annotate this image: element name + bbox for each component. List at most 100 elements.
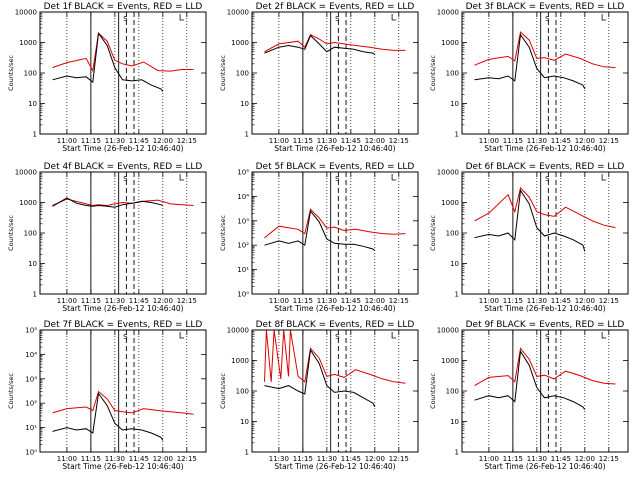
y-tick-label: 1	[245, 131, 249, 139]
x-tick-label: 11:15	[81, 455, 101, 463]
x-tick-label: 11:15	[293, 137, 313, 145]
x-tick-label: 11:45	[341, 455, 361, 463]
y-tick-label: 1000	[441, 199, 459, 207]
series-lld-line	[52, 32, 194, 73]
panel-det-4: Det 4f BLACK = Events, RED = LLD 1 10 100 10…	[7, 162, 207, 313]
panel-title: Det 1f BLACK = Events, RED = LLD	[44, 2, 203, 12]
state-marker: S	[335, 15, 340, 23]
y-axis-label: Counts/sec	[7, 373, 15, 409]
y-tick-label: 10	[240, 100, 249, 108]
state-marker: S	[123, 15, 128, 23]
y-tick-label: 1000	[441, 357, 459, 365]
x-tick-label: 11:15	[293, 297, 313, 305]
y-tick-label: 1000	[231, 357, 249, 365]
x-tick-label: 11:45	[129, 137, 149, 145]
x-tick-label: 11:15	[503, 455, 523, 463]
series-events-line	[474, 33, 586, 90]
x-tick-label: 12:00	[365, 455, 385, 463]
x-tick-label: 11:00	[479, 455, 499, 463]
y-axis-label: Counts/sec	[429, 55, 437, 91]
x-tick-label: 11:30	[317, 297, 337, 305]
y-tick-label: 10⁵	[25, 327, 37, 335]
series-events-line	[264, 34, 376, 55]
plot-frame	[39, 329, 207, 453]
y-tick-label: 10⁴	[25, 351, 37, 359]
x-axis-label: Start Time (26-Feb-12 10:46:40)	[484, 144, 605, 153]
x-tick-label: 12:00	[365, 137, 385, 145]
x-tick-label: 11:45	[551, 297, 571, 305]
x-tick-label: 12:00	[575, 455, 595, 463]
bracket-marker	[601, 14, 607, 21]
series-events-line	[264, 348, 376, 408]
plot-frame	[461, 329, 629, 453]
x-tick-label: 11:30	[527, 137, 547, 145]
y-tick-label: 10	[28, 260, 37, 268]
y-tick-label: 10⁴	[237, 193, 249, 201]
y-tick-label: 10000	[15, 169, 37, 177]
y-tick-label: 100	[236, 70, 249, 78]
y-tick-label: 1	[245, 449, 249, 457]
y-tick-label: 1	[33, 131, 37, 139]
panel-det-2: Det 2f BLACK = Events, RED = LLD 1 10 100 10…	[219, 2, 419, 153]
bracket-marker	[391, 174, 397, 181]
y-tick-label: 10	[28, 100, 37, 108]
x-tick-label: 11:00	[269, 137, 289, 145]
y-axis-label: Counts/sec	[7, 215, 15, 251]
y-axis-label: Counts/sec	[429, 373, 437, 409]
plot-frame	[39, 11, 207, 135]
bracket-marker	[179, 14, 185, 21]
panel-det-6: Det 6f BLACK = Events, RED = LLD 1 10 100 10…	[429, 162, 629, 313]
x-axis-label: Start Time (26-Feb-12 10:46:40)	[274, 304, 395, 313]
x-tick-label: 12:00	[153, 297, 173, 305]
series-lld-line	[52, 198, 194, 207]
state-marker: S	[123, 333, 128, 341]
x-tick-label: 11:00	[57, 297, 77, 305]
y-tick-label: 10000	[15, 9, 37, 17]
y-tick-label: 10³	[25, 375, 37, 383]
x-tick-label: 12:00	[153, 455, 173, 463]
x-tick-label: 12:15	[389, 137, 409, 145]
x-tick-label: 11:00	[57, 137, 77, 145]
x-axis-label: Start Time (26-Feb-12 10:46:40)	[62, 144, 183, 153]
x-tick-label: 11:30	[527, 455, 547, 463]
bracket-marker	[391, 14, 397, 21]
x-tick-label: 11:30	[527, 297, 547, 305]
y-tick-label: 1	[455, 291, 459, 299]
series-lld-line	[264, 208, 406, 239]
panel-title: Det 6f BLACK = Events, RED = LLD	[466, 162, 625, 172]
bracket-marker	[601, 174, 607, 181]
x-tick-label: 12:15	[389, 297, 409, 305]
y-tick-label: 10000	[437, 169, 459, 177]
y-tick-label: 10²	[237, 242, 249, 250]
y-tick-label: 100	[446, 70, 459, 78]
series-lld-line	[264, 329, 406, 384]
series-events-line	[474, 349, 586, 410]
x-tick-label: 12:00	[365, 297, 385, 305]
plot-frame	[461, 11, 629, 135]
x-tick-label: 12:00	[575, 137, 595, 145]
x-tick-label: 11:30	[105, 455, 125, 463]
x-tick-label: 11:00	[269, 297, 289, 305]
x-tick-label: 11:30	[105, 297, 125, 305]
plot-frame	[461, 171, 629, 295]
x-tick-label: 12:15	[599, 297, 619, 305]
panel-title: Det 2f BLACK = Events, RED = LLD	[256, 2, 415, 12]
state-marker: S	[545, 333, 550, 341]
y-tick-label: 10	[450, 260, 459, 268]
series-events-line	[264, 209, 376, 251]
state-marker: S	[335, 175, 340, 183]
y-tick-label: 10¹	[25, 424, 37, 432]
panel-det-8: Det 8f BLACK = Events, RED = LLD 1 10 100 10…	[219, 320, 419, 471]
y-tick-label: 10¹	[237, 266, 249, 274]
x-axis-label: Start Time (26-Feb-12 10:46:40)	[484, 462, 605, 471]
y-tick-label: 10⁵	[237, 169, 249, 177]
bracket-marker	[179, 332, 185, 339]
x-tick-label: 11:30	[269, 455, 289, 463]
y-tick-label: 100	[24, 70, 37, 78]
x-tick-label: 12:15	[177, 455, 197, 463]
series-lld-line	[474, 31, 616, 69]
panel-det-7: Det 7f BLACK = Events, RED = LLD 10⁰ 10¹ 10…	[7, 320, 207, 471]
panel-det-1: Det 1f BLACK = Events, RED = LLD 1 10 100 10…	[7, 2, 207, 153]
